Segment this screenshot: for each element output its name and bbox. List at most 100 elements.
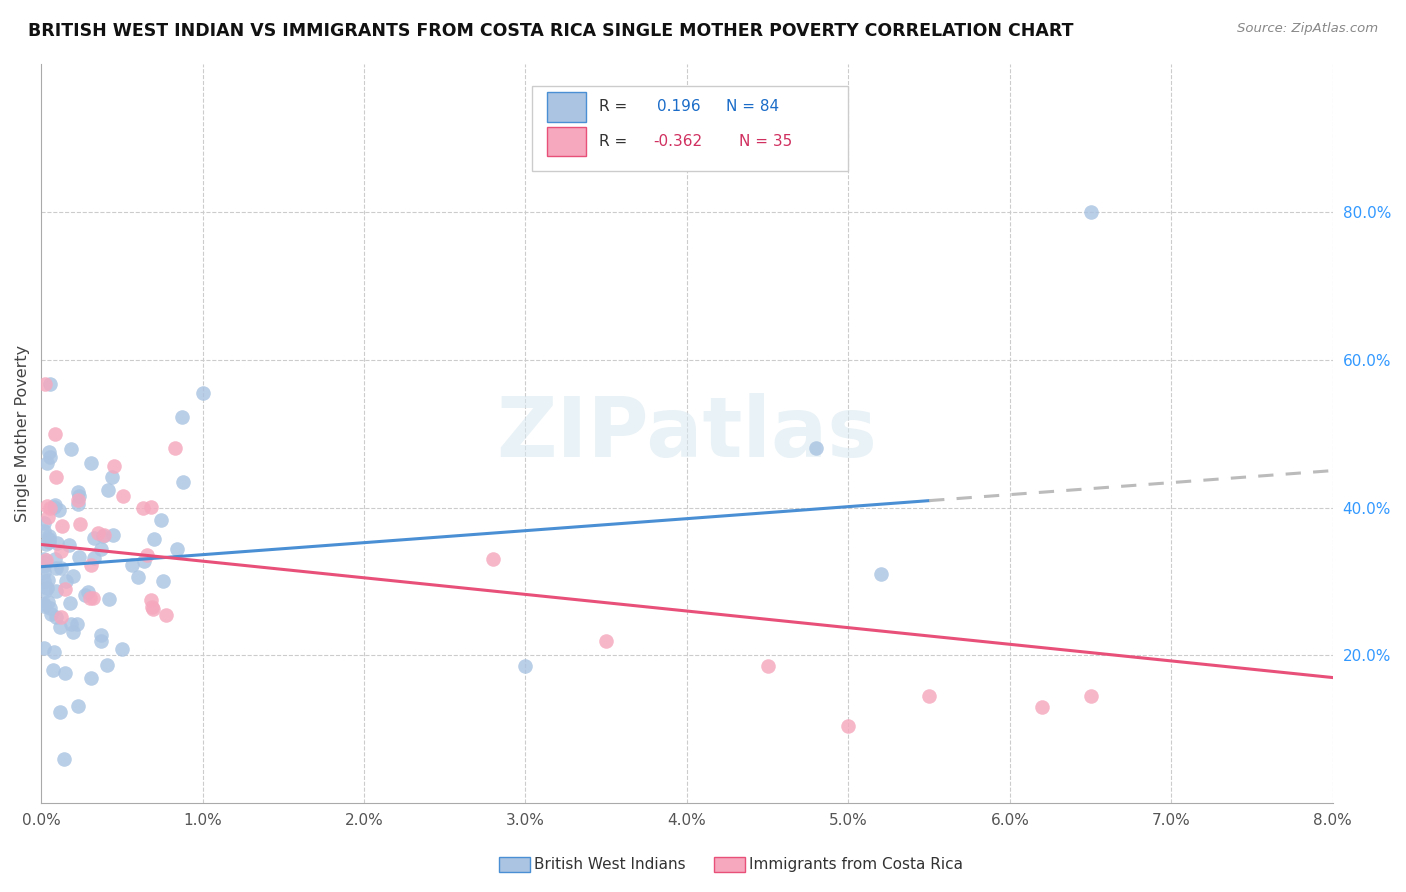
Point xyxy=(103,459,125,474)
Bar xyxy=(547,92,586,121)
Point xyxy=(38,529,60,543)
Point xyxy=(66,698,89,713)
Point xyxy=(90,633,112,648)
Point xyxy=(44,498,66,512)
Point xyxy=(52,751,75,765)
Point xyxy=(34,555,56,569)
Point xyxy=(46,536,69,550)
Text: BRITISH WEST INDIAN VS IMMIGRANTS FROM COSTA RICA SINGLE MOTHER POVERTY CORRELAT: BRITISH WEST INDIAN VS IMMIGRANTS FROM C… xyxy=(28,22,1074,40)
Point xyxy=(111,642,134,657)
Point xyxy=(135,548,157,562)
Point xyxy=(45,470,67,484)
Point xyxy=(172,475,194,489)
Point xyxy=(44,552,66,566)
Point xyxy=(82,591,104,606)
Text: British West Indians: British West Indians xyxy=(534,857,686,872)
Text: N = 84: N = 84 xyxy=(725,99,779,114)
Point xyxy=(37,456,59,470)
Point xyxy=(142,601,165,615)
Point xyxy=(34,552,56,566)
Text: 0.196: 0.196 xyxy=(657,99,700,114)
Point xyxy=(35,552,58,566)
Point xyxy=(67,489,90,503)
Point xyxy=(37,510,59,524)
Point xyxy=(1080,689,1102,703)
Point xyxy=(45,583,67,598)
Point xyxy=(804,442,827,456)
Point xyxy=(67,497,90,511)
Point xyxy=(132,501,155,516)
Point xyxy=(59,616,82,631)
Point xyxy=(48,503,70,517)
Point xyxy=(49,620,72,634)
Point xyxy=(62,569,84,583)
Point xyxy=(39,607,62,621)
Point xyxy=(1031,700,1053,714)
Point xyxy=(132,554,155,568)
Point xyxy=(37,582,59,596)
Point xyxy=(38,501,60,516)
Point xyxy=(59,596,82,610)
Point xyxy=(51,544,73,558)
Point xyxy=(127,570,149,584)
Point xyxy=(45,561,67,575)
Point xyxy=(44,500,66,515)
Point xyxy=(44,426,66,441)
Point xyxy=(91,529,114,543)
Point xyxy=(121,558,143,573)
Point xyxy=(42,645,65,659)
Point xyxy=(58,538,80,552)
Point xyxy=(62,624,84,639)
Point xyxy=(595,633,617,648)
Point xyxy=(34,559,56,574)
Point xyxy=(66,492,89,507)
Bar xyxy=(547,127,586,156)
Point xyxy=(80,558,103,573)
Point xyxy=(143,533,166,547)
Point xyxy=(53,582,76,597)
Point xyxy=(79,591,101,605)
Point xyxy=(869,567,891,582)
Point xyxy=(53,666,76,681)
Point xyxy=(83,531,105,545)
Point xyxy=(34,565,56,579)
Point xyxy=(150,513,173,527)
Point xyxy=(39,376,62,391)
Point xyxy=(96,658,118,673)
Point xyxy=(39,600,62,615)
Point xyxy=(34,524,56,539)
Point xyxy=(172,409,194,424)
Point xyxy=(837,718,859,732)
Point xyxy=(112,489,135,503)
FancyBboxPatch shape xyxy=(531,87,848,171)
Point xyxy=(35,537,58,551)
Point xyxy=(90,542,112,557)
Point xyxy=(80,456,103,470)
Point xyxy=(48,705,70,719)
Point xyxy=(55,574,77,588)
Point xyxy=(141,599,163,614)
Text: Source: ZipAtlas.com: Source: ZipAtlas.com xyxy=(1237,22,1378,36)
Text: N = 35: N = 35 xyxy=(738,134,792,149)
Point xyxy=(155,608,177,623)
Point xyxy=(76,585,98,599)
Point xyxy=(39,450,62,464)
Point xyxy=(37,573,59,587)
Point xyxy=(87,526,110,541)
Point xyxy=(51,610,73,624)
Point xyxy=(37,594,59,608)
Point xyxy=(38,533,60,547)
Point xyxy=(152,574,174,588)
Point xyxy=(141,500,163,514)
Text: -0.362: -0.362 xyxy=(654,134,703,149)
Point xyxy=(34,641,56,656)
Point xyxy=(38,534,60,549)
Point xyxy=(98,591,121,606)
Point xyxy=(38,445,60,459)
Point xyxy=(66,484,89,499)
Text: R =: R = xyxy=(599,134,633,149)
Point xyxy=(141,593,163,607)
Point xyxy=(60,442,83,456)
Point xyxy=(35,500,58,514)
Point xyxy=(756,659,779,673)
